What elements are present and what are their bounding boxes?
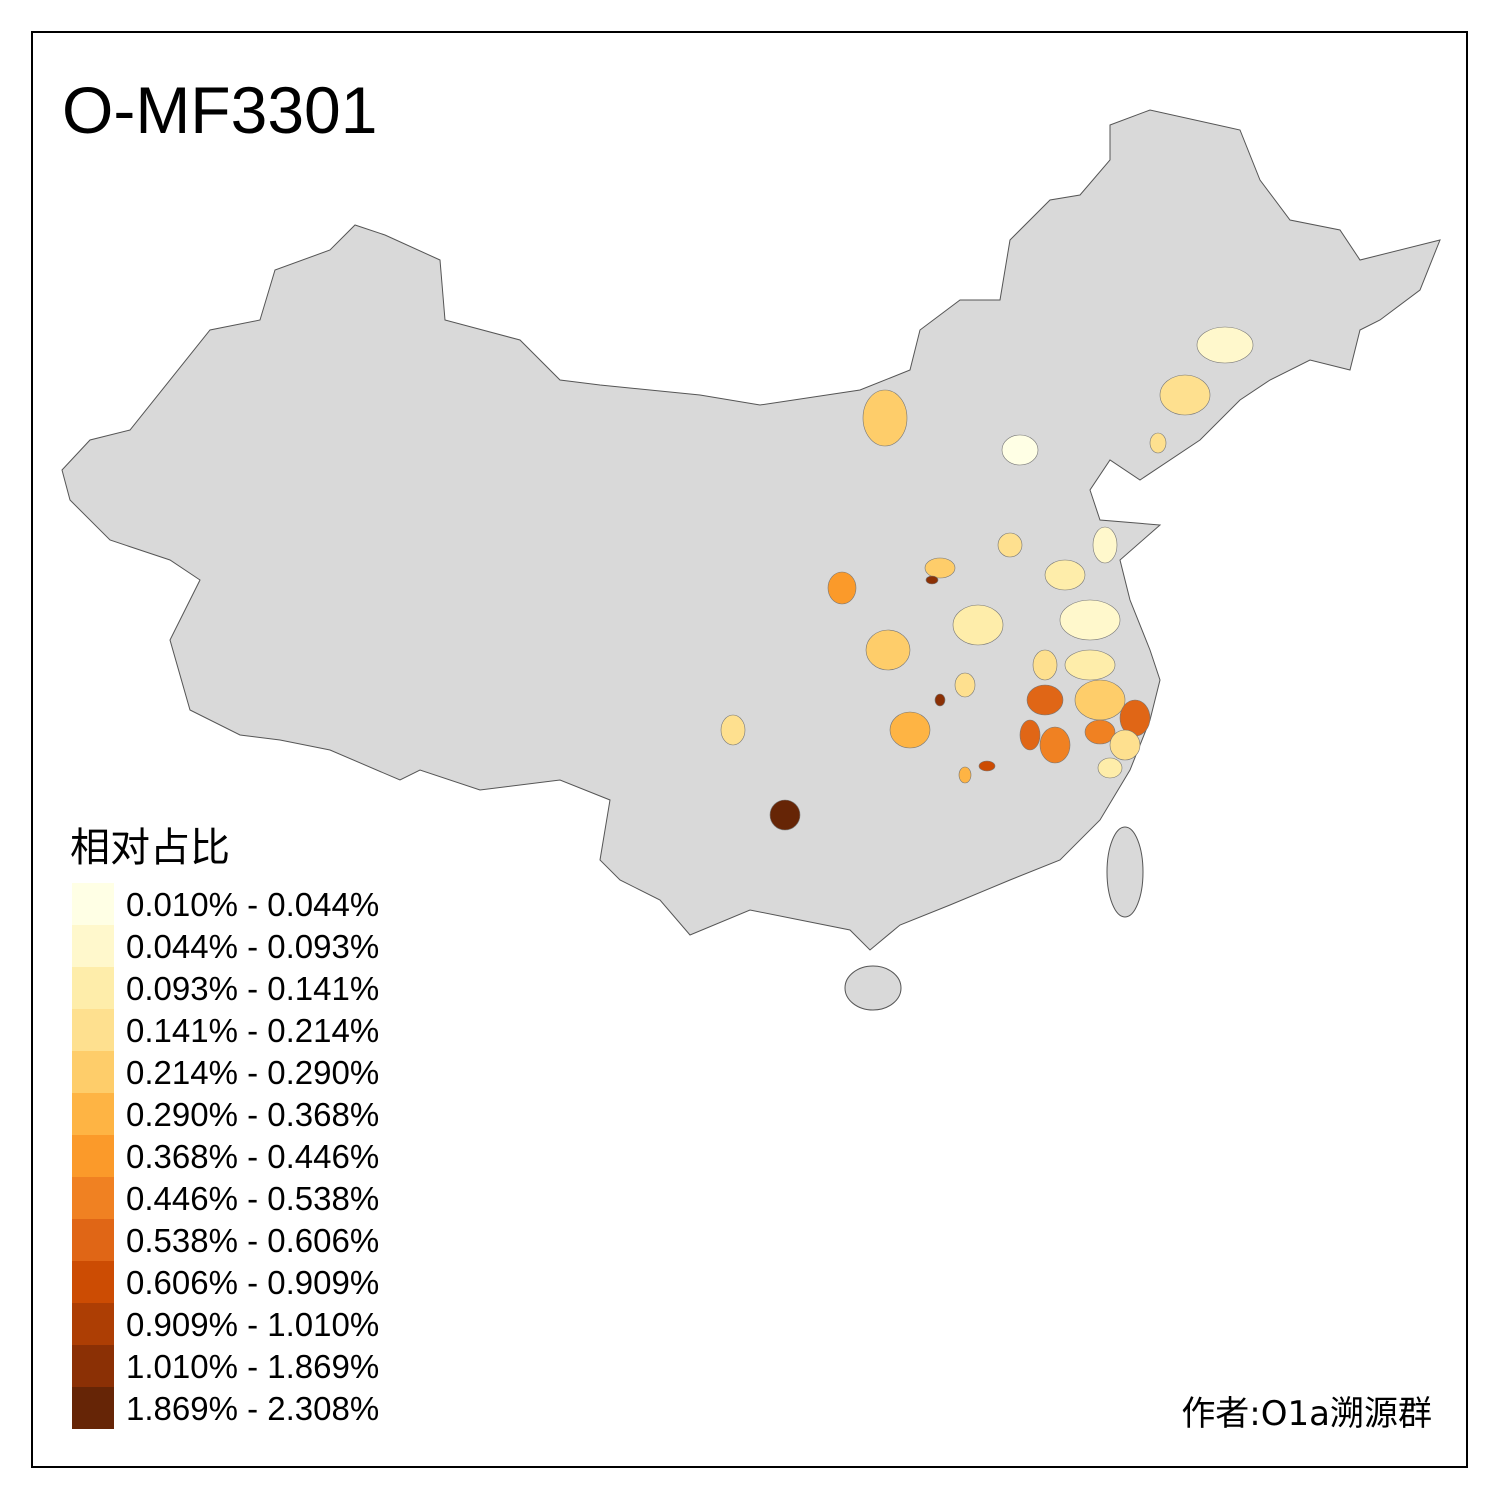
region-shape bbox=[1032, 649, 1058, 681]
highlighted-regions bbox=[720, 326, 1254, 831]
region-shape bbox=[954, 672, 976, 698]
region-shape bbox=[1159, 374, 1211, 416]
author-credit: 作者:O1a溯源群 bbox=[1181, 1394, 1432, 1434]
legend-swatch bbox=[72, 967, 114, 1009]
region-shape bbox=[1074, 679, 1126, 721]
legend-item: 0.044% - 0.093% bbox=[72, 925, 472, 967]
region-shape bbox=[862, 389, 908, 447]
legend-swatch bbox=[72, 1345, 114, 1387]
china-mainland bbox=[61, 109, 1441, 951]
legend-label: 0.044% - 0.093% bbox=[126, 928, 380, 965]
legend-swatch bbox=[72, 1135, 114, 1177]
legend-label: 1.869% - 2.308% bbox=[126, 1390, 380, 1427]
region-shape bbox=[958, 766, 972, 784]
legend-label: 0.909% - 1.010% bbox=[126, 1306, 380, 1343]
legend-label: 0.606% - 0.909% bbox=[126, 1264, 380, 1301]
legend-item: 0.368% - 0.446% bbox=[72, 1135, 472, 1177]
legend-item: 0.141% - 0.214% bbox=[72, 1009, 472, 1051]
region-shape bbox=[889, 711, 931, 749]
region-shape bbox=[1044, 559, 1086, 591]
legend-swatch bbox=[72, 1219, 114, 1261]
legend-swatch bbox=[72, 925, 114, 967]
legend-swatch bbox=[72, 1303, 114, 1345]
legend-item: 0.093% - 0.141% bbox=[72, 967, 472, 1009]
legend-item: 0.909% - 1.010% bbox=[72, 1303, 472, 1345]
legend-item: 0.606% - 0.909% bbox=[72, 1261, 472, 1303]
figure-frame bbox=[31, 31, 1468, 1468]
legend-label: 0.538% - 0.606% bbox=[126, 1222, 380, 1259]
region-shape bbox=[1097, 757, 1123, 779]
legend-item: 0.214% - 0.290% bbox=[72, 1051, 472, 1093]
legend-label: 0.010% - 0.044% bbox=[126, 886, 380, 923]
region-shape bbox=[924, 557, 956, 579]
legend-label: 0.368% - 0.446% bbox=[126, 1138, 380, 1175]
region-shape bbox=[1064, 649, 1116, 681]
legend-swatch bbox=[72, 1009, 114, 1051]
region-shape bbox=[720, 714, 746, 746]
legend-item: 1.010% - 1.869% bbox=[72, 1345, 472, 1387]
map-title: O-MF3301 bbox=[62, 73, 378, 147]
region-shape bbox=[1019, 719, 1041, 751]
region-shape bbox=[1196, 326, 1254, 364]
region-shape bbox=[1039, 726, 1071, 764]
region-shape bbox=[1149, 432, 1167, 454]
region-shape bbox=[1092, 526, 1118, 564]
region-shape bbox=[1109, 729, 1141, 761]
legend-label: 0.141% - 0.214% bbox=[126, 1012, 380, 1049]
legend-swatch bbox=[72, 1177, 114, 1219]
legend-label: 0.290% - 0.368% bbox=[126, 1096, 380, 1133]
legend-swatch bbox=[72, 1051, 114, 1093]
legend-item: 0.290% - 0.368% bbox=[72, 1093, 472, 1135]
region-shape bbox=[997, 532, 1023, 558]
region-shape bbox=[1084, 719, 1116, 745]
legend-label: 0.214% - 0.290% bbox=[126, 1054, 380, 1091]
legend-swatch bbox=[72, 1261, 114, 1303]
legend-item: 1.869% - 2.308% bbox=[72, 1387, 472, 1429]
region-shape bbox=[978, 760, 996, 772]
region-shape bbox=[769, 799, 801, 831]
legend-label: 0.093% - 0.141% bbox=[126, 970, 380, 1007]
hainan bbox=[844, 965, 902, 1011]
region-shape bbox=[1059, 599, 1121, 641]
legend-item: 0.010% - 0.044% bbox=[72, 883, 472, 925]
legend-swatch bbox=[72, 883, 114, 925]
taiwan bbox=[1106, 826, 1144, 918]
legend-item: 0.538% - 0.606% bbox=[72, 1219, 472, 1261]
legend-title: 相对占比 bbox=[70, 825, 230, 871]
legend-swatch bbox=[72, 1093, 114, 1135]
region-shape bbox=[934, 693, 946, 707]
legend-swatch bbox=[72, 1387, 114, 1429]
region-shape bbox=[1026, 684, 1064, 716]
region-shape bbox=[827, 571, 857, 605]
legend-label: 1.010% - 1.869% bbox=[126, 1348, 380, 1385]
region-shape bbox=[925, 575, 939, 585]
region-shape bbox=[952, 604, 1004, 646]
legend-item: 0.446% - 0.538% bbox=[72, 1177, 472, 1219]
region-shape bbox=[1001, 434, 1039, 466]
region-shape bbox=[865, 629, 911, 671]
legend-label: 0.446% - 0.538% bbox=[126, 1180, 380, 1217]
